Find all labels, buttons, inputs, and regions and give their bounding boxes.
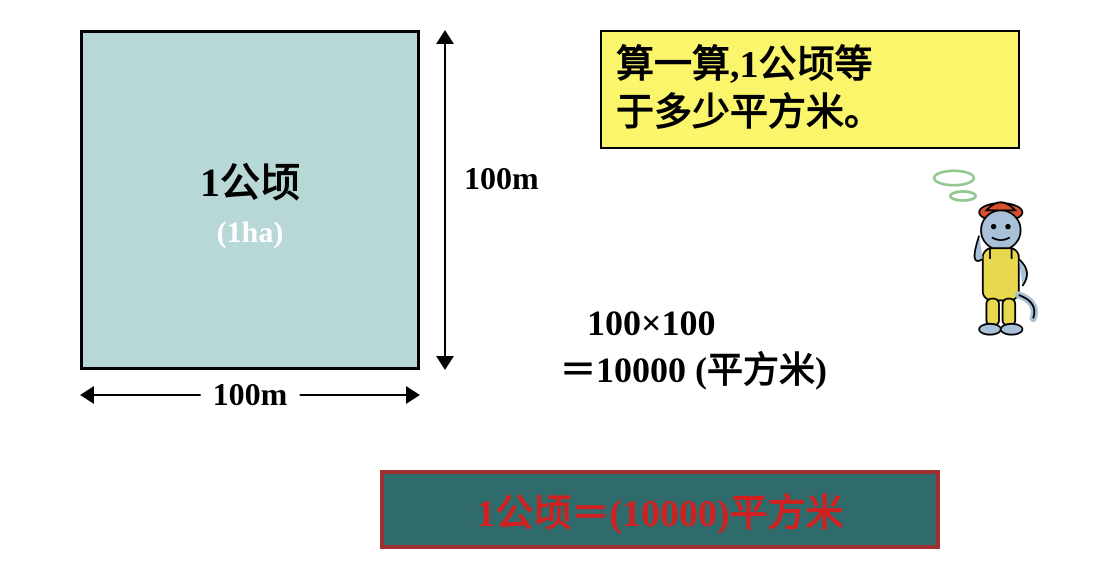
prompt-box: 算一算,1公顷等 于多少平方米。 <box>600 30 1020 149</box>
hectare-square-diagram: 1公顷 (1ha) <box>80 30 420 370</box>
hectare-square: 1公顷 (1ha) <box>80 30 420 370</box>
calculation: 100×100 ＝10000 (平方米) <box>560 300 827 394</box>
square-sublabel: (1ha) <box>217 216 284 250</box>
dimension-bottom-label: 100m <box>201 376 300 413</box>
prompt-line1: 算一算,1公顷等 <box>616 44 873 86</box>
dimension-right-label: 100m <box>464 160 539 197</box>
horizontal-arrow: 100m <box>80 380 420 410</box>
calc-line1: 100×100 <box>587 303 716 343</box>
dimension-bottom: 100m <box>80 380 420 410</box>
arrow-shaft <box>444 40 446 360</box>
arrow-head-right <box>406 386 420 404</box>
dimension-right: 100m <box>430 30 460 370</box>
vertical-arrow: 100m <box>430 30 460 370</box>
square-label: 1公顷 <box>200 150 300 208</box>
prompt-line2: 于多少平方米。 <box>616 92 882 134</box>
calc-line2: ＝10000 (平方米) <box>560 350 827 390</box>
cartoon-character <box>930 160 1050 340</box>
result-box: 1公顷＝(10000)平方米 <box>380 470 940 549</box>
arrow-head-bottom <box>436 356 454 370</box>
result-text: 1公顷＝(10000)平方米 <box>476 493 843 535</box>
